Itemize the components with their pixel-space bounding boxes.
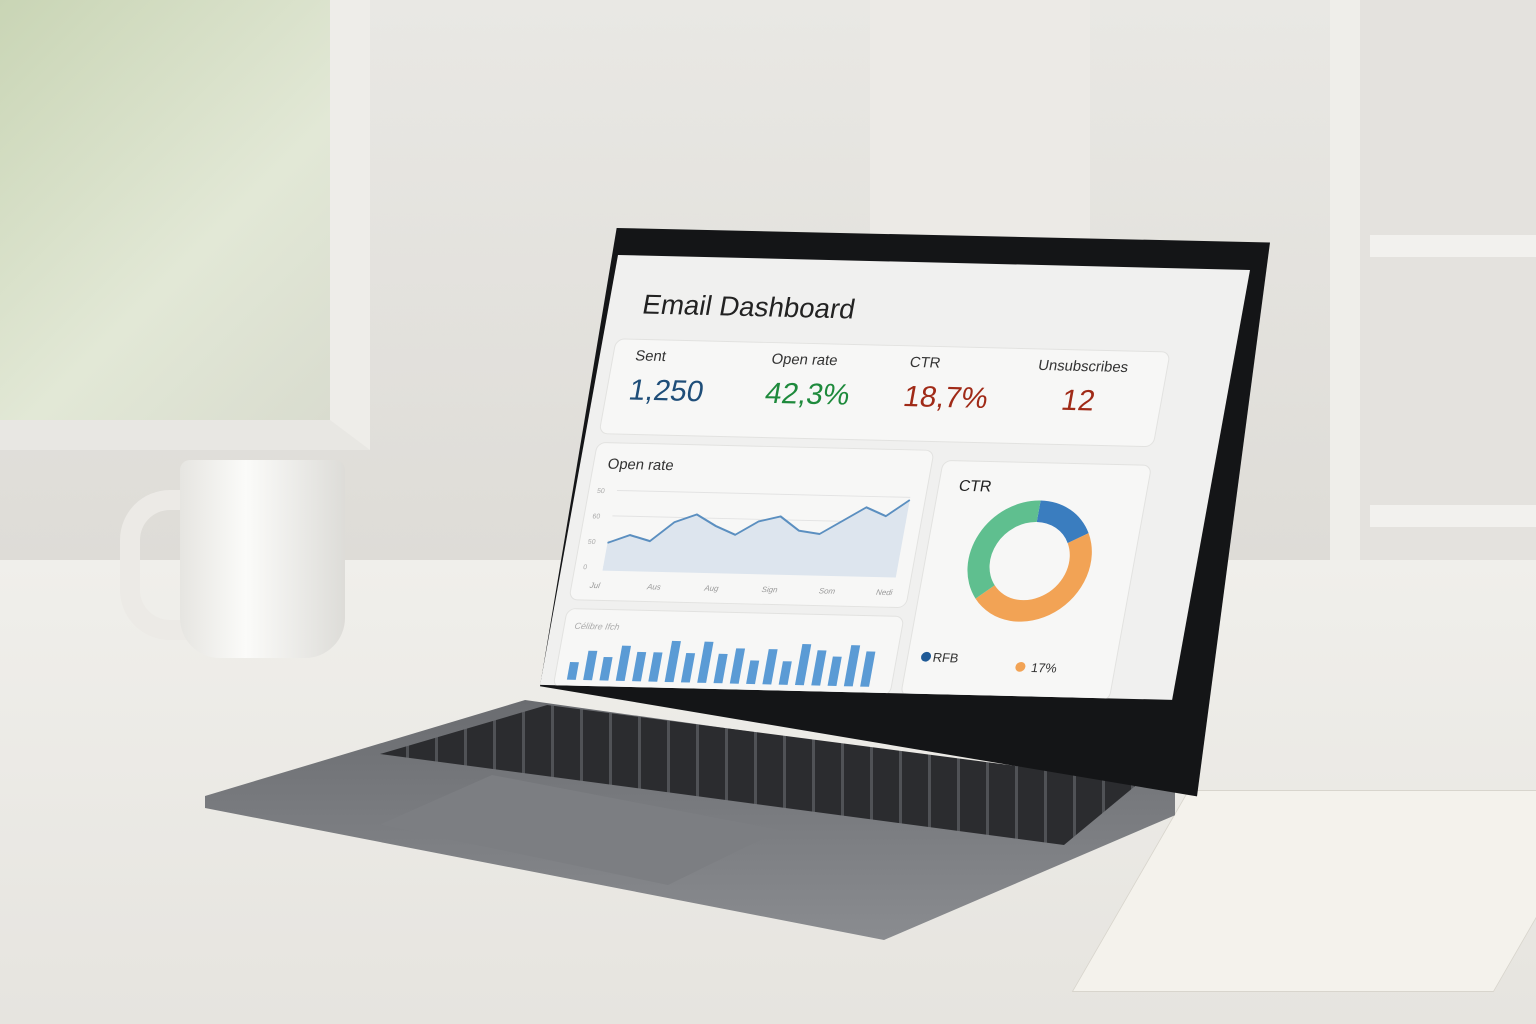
legend-dot: [921, 651, 932, 662]
bar: [762, 649, 778, 685]
x-tick-label: Sign: [761, 585, 779, 594]
kpi-label: CTR: [908, 354, 942, 372]
bar: [746, 660, 760, 685]
bar: [827, 656, 842, 687]
bar: [680, 653, 696, 683]
donut-slice: [1036, 500, 1089, 544]
bar: [615, 645, 631, 681]
coffee-mug: [180, 460, 345, 658]
bar-chart: Célibre Ifch: [566, 621, 876, 687]
x-tick-label: Nedi: [875, 588, 893, 597]
kpi-sent: Sent 1,250: [626, 348, 711, 409]
gridline: [616, 489, 911, 498]
x-tick-label: Aug: [703, 584, 720, 593]
kpi-label: Sent: [633, 347, 668, 366]
kpi-value: 12: [1058, 384, 1098, 418]
bar: [566, 662, 579, 680]
page-title: Email Dashboard: [640, 289, 858, 325]
bar: [697, 641, 714, 683]
bar: [794, 643, 812, 686]
y-tick-label: 50: [587, 539, 596, 546]
donut-slice: [967, 500, 1041, 599]
bar-card: Célibre Ifch: [553, 609, 904, 696]
kpi-ctr: CTR 18,7%: [901, 354, 996, 416]
y-tick-label: 60: [592, 513, 601, 520]
open-rate-line: [607, 499, 911, 544]
y-tick-label: 50: [596, 488, 605, 495]
y-tick-label: 0: [583, 564, 588, 571]
bar: [664, 640, 681, 683]
kpi-label: Open rate: [770, 350, 840, 370]
chart-title: CTR: [957, 478, 992, 496]
ctr-card: CTR RFB 17%: [901, 460, 1152, 700]
bar: [713, 653, 728, 684]
bar: [648, 652, 663, 682]
x-tick-label: Jul: [588, 581, 601, 590]
bar: [843, 645, 861, 687]
ctr-donut-chart: CTR RFB 17%: [921, 478, 1092, 676]
legend-dot: [1015, 661, 1026, 672]
x-tick-label: Aus: [645, 582, 661, 591]
shelf-board: [1370, 235, 1536, 257]
kpi-value: 42,3%: [762, 377, 853, 412]
x-tick-label: Som: [818, 586, 836, 595]
legend-label: RFB: [932, 650, 960, 665]
bar: [860, 651, 876, 687]
bar: [778, 661, 792, 685]
window: [0, 0, 370, 450]
laptop-screen: Email Dashboard Sent 1,250 Open rate 42,…: [540, 255, 1250, 700]
kpi-label: Unsubscribes: [1036, 357, 1130, 376]
kpi-value: 1,250: [626, 374, 707, 409]
shelf-board: [1370, 505, 1536, 527]
bar: [632, 651, 647, 682]
open-rate-chart: Open rate 50 60 50 0 Jul Aus Aug Sign Som Nedi: [583, 457, 911, 597]
kpi-open-rate: Open rate 42,3%: [762, 351, 857, 413]
chart-title: Célibre Ifch: [574, 621, 621, 632]
bar: [583, 650, 598, 681]
kpi-unsubscribes: Unsubscribes 12: [1029, 357, 1130, 419]
bar: [729, 648, 746, 684]
kpi-value: 18,7%: [900, 380, 991, 415]
shelf: [1330, 0, 1536, 660]
open-rate-card: Open rate 50 60 50 0 Jul Aus Aug Sign Som Nedi: [569, 442, 934, 608]
chart-title: Open rate: [606, 457, 675, 474]
bar: [811, 650, 827, 686]
area-fill: [602, 500, 910, 578]
donut-slice: [975, 533, 1092, 622]
legend-label: 17%: [1030, 660, 1058, 675]
bar: [599, 656, 613, 681]
kpi-row: Sent 1,250 Open rate 42,3% CTR 18,7% Uns…: [599, 339, 1170, 447]
